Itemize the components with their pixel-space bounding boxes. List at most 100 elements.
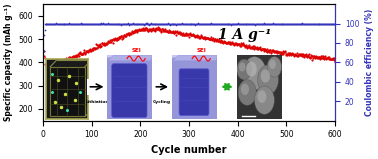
Point: [76, 52, 82, 54]
Point: [327, 57, 333, 60]
Point: [164, 22, 170, 25]
Point: [172, 23, 178, 25]
Point: [325, 23, 331, 25]
Point: [279, 52, 285, 55]
Point: [102, 43, 108, 46]
Point: [94, 46, 101, 48]
Point: [296, 23, 302, 25]
Point: [135, 28, 141, 31]
Point: [149, 29, 155, 31]
Point: [56, 22, 62, 25]
Point: [329, 23, 335, 25]
Point: [260, 48, 266, 51]
Point: [84, 23, 90, 25]
Point: [155, 23, 161, 25]
Point: [249, 23, 256, 26]
Point: [69, 56, 75, 59]
Point: [86, 23, 92, 25]
Point: [208, 23, 214, 25]
Point: [123, 33, 129, 36]
Point: [305, 55, 311, 58]
Point: [98, 43, 104, 46]
Point: [114, 37, 120, 40]
Point: [330, 57, 336, 60]
Point: [313, 23, 319, 25]
Point: [140, 29, 146, 32]
Point: [112, 23, 118, 25]
Point: [147, 28, 153, 31]
Point: [243, 23, 249, 25]
Point: [59, 23, 65, 25]
Point: [77, 22, 84, 25]
Point: [126, 32, 132, 34]
Point: [223, 42, 229, 45]
Point: [165, 23, 171, 25]
Point: [281, 51, 287, 53]
Point: [142, 26, 148, 29]
Point: [240, 42, 246, 45]
Point: [176, 23, 182, 25]
Point: [218, 39, 224, 41]
Point: [267, 49, 273, 51]
Point: [94, 23, 100, 25]
Point: [330, 22, 336, 25]
Point: [210, 38, 216, 41]
Point: [43, 23, 50, 26]
Point: [325, 23, 331, 25]
Point: [311, 56, 318, 58]
Point: [331, 22, 337, 25]
Point: [79, 23, 85, 25]
Point: [98, 45, 104, 48]
Point: [211, 23, 217, 25]
Point: [273, 23, 279, 26]
Point: [177, 22, 183, 25]
Point: [67, 22, 73, 25]
Point: [299, 55, 305, 58]
Point: [222, 23, 228, 25]
Point: [55, 64, 61, 66]
Point: [112, 23, 118, 25]
Point: [294, 52, 300, 54]
Point: [186, 36, 192, 39]
Point: [186, 33, 192, 36]
Point: [240, 23, 246, 25]
Point: [191, 23, 197, 25]
Point: [279, 22, 285, 25]
Point: [268, 23, 274, 25]
Point: [88, 23, 94, 25]
Point: [239, 23, 245, 25]
Point: [249, 47, 255, 49]
Point: [139, 22, 146, 25]
Point: [265, 49, 271, 52]
Point: [284, 54, 290, 56]
Point: [91, 47, 97, 50]
Point: [177, 31, 183, 33]
Point: [120, 23, 126, 25]
Point: [81, 51, 87, 53]
Point: [47, 22, 53, 25]
Point: [104, 23, 110, 25]
Point: [287, 22, 293, 25]
Point: [122, 23, 129, 25]
Point: [277, 23, 283, 25]
Point: [191, 35, 197, 37]
Point: [72, 54, 78, 57]
Point: [103, 41, 109, 44]
Point: [53, 69, 59, 71]
Point: [137, 28, 143, 31]
Point: [134, 30, 140, 33]
Point: [183, 22, 189, 25]
Point: [259, 48, 265, 50]
Point: [307, 55, 313, 58]
Point: [85, 23, 91, 25]
Point: [119, 37, 125, 40]
Point: [243, 23, 249, 25]
Point: [106, 40, 112, 43]
Point: [189, 23, 195, 25]
Point: [148, 30, 154, 32]
Point: [123, 23, 129, 25]
Point: [324, 56, 330, 59]
Point: [86, 48, 92, 51]
Point: [167, 22, 173, 25]
Point: [307, 23, 313, 25]
